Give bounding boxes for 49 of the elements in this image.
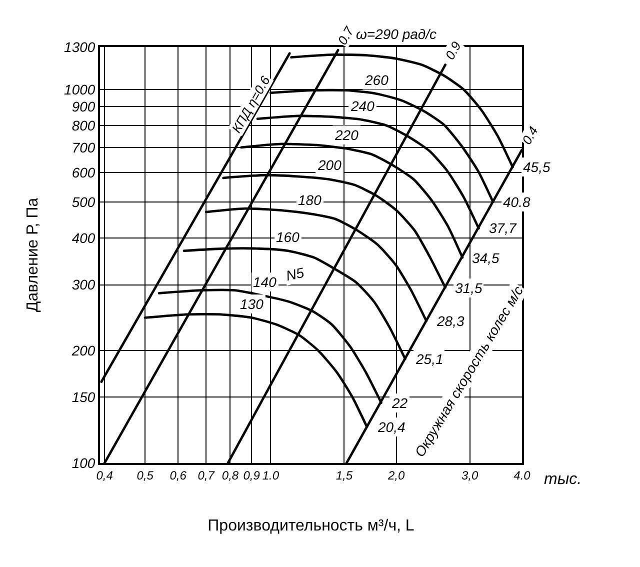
- annotation: 25,1: [415, 351, 444, 367]
- series-label: 160: [276, 229, 300, 245]
- y-axis-title: Давление Р, Па: [24, 198, 42, 312]
- y-tick-label: 100: [72, 454, 96, 471]
- x-tick-label: 3,0: [462, 468, 479, 482]
- y-tick-label: 700: [72, 139, 96, 156]
- y-tick-label: 900: [72, 98, 96, 115]
- annotation: 45,5: [523, 159, 550, 175]
- series-label: 130: [240, 296, 264, 312]
- y-tick-label: 500: [72, 194, 96, 210]
- annotation: 40.8: [503, 194, 530, 210]
- text: тыс.: [544, 471, 582, 488]
- annotation: N5: [284, 264, 306, 284]
- series-label: 240: [350, 98, 375, 114]
- y-tick-label: 800: [72, 118, 96, 134]
- text: КПД η=0.6: [228, 72, 274, 136]
- series-label: 260: [364, 72, 389, 88]
- series-label: 180: [298, 192, 322, 208]
- x-tick-label: 0,7: [198, 468, 216, 482]
- x-tick-label: 4.0: [514, 468, 531, 482]
- annotation: 37,7: [489, 220, 518, 236]
- x-tick-label: 1,5: [336, 468, 353, 482]
- x-tick-label: 0,9: [243, 468, 260, 482]
- series-label: 200: [317, 157, 342, 173]
- series-label: 140: [253, 274, 277, 290]
- annotation: 20,4: [377, 419, 406, 435]
- text: 0.4: [519, 124, 541, 147]
- x-tick-label: 1.0: [262, 468, 280, 482]
- x-tick-label: 0,4: [96, 468, 114, 482]
- y-tick-label: 1000: [64, 81, 96, 98]
- x-tick-label: 0,5: [136, 468, 154, 482]
- y-tick-label: 1300: [64, 38, 96, 55]
- series-label: ω=290 рад/с: [356, 26, 437, 42]
- y-tick-label: 600: [72, 164, 96, 180]
- y-tick-label: 200: [70, 342, 96, 358]
- series-label: 220: [334, 127, 359, 143]
- annotation: 34,5: [472, 250, 500, 266]
- x-tick-label: 0,8: [222, 468, 239, 482]
- annotation: 28,3: [436, 313, 464, 329]
- text: 0.7: [334, 24, 358, 48]
- y-tick-label: 300: [72, 276, 96, 293]
- y-tick-label: 150: [72, 389, 96, 406]
- x-axis-title: Производительность м³/ч, L: [208, 518, 414, 535]
- annotation: 22: [391, 395, 408, 411]
- x-tick-label: 2,0: [387, 468, 406, 482]
- y-tick-label: 400: [72, 230, 96, 246]
- x-tick-label: 0,6: [170, 468, 187, 482]
- annotation: 31,5: [455, 280, 482, 296]
- text: 0.9: [442, 39, 464, 62]
